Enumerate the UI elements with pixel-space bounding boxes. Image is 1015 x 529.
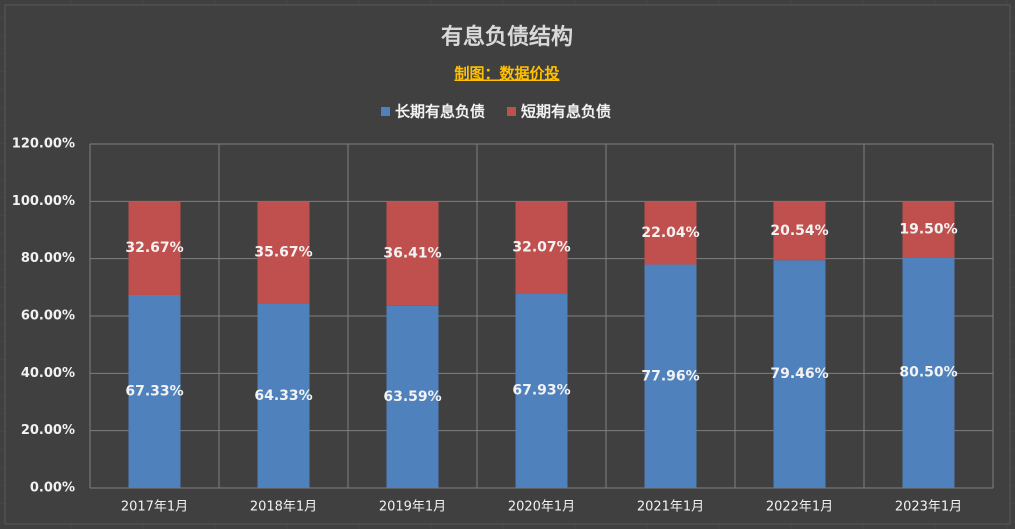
y-tick-label: 40.00%: [21, 366, 75, 381]
chart-subtitle: 制图：数据价投: [454, 65, 559, 83]
x-tick-label: 2023年1月: [895, 500, 962, 515]
bar-segment: [902, 257, 955, 488]
bar-segment: [257, 303, 310, 488]
legend-label: 长期有息负债: [395, 103, 485, 121]
data-label: 35.67%: [254, 244, 312, 260]
data-label: 80.50%: [899, 365, 957, 381]
x-tick-label: 2021年1月: [637, 500, 704, 515]
bar-segment: [128, 201, 181, 295]
data-label: 77.96%: [641, 368, 699, 384]
x-tick-label: 2018年1月: [250, 500, 317, 515]
data-label: 64.33%: [254, 388, 312, 404]
x-tick-label: 2022年1月: [766, 500, 833, 515]
data-label: 67.33%: [125, 383, 183, 399]
bar-segment: [257, 201, 310, 304]
x-tick-label: 2017年1月: [121, 500, 188, 515]
bar-segment: [902, 201, 955, 258]
data-label: 22.04%: [641, 225, 699, 241]
data-label: 32.67%: [125, 240, 183, 256]
data-label: 79.46%: [770, 366, 828, 382]
x-tick-label: 2019年1月: [379, 500, 446, 515]
legend-label: 短期有息负债: [521, 103, 611, 121]
data-label: 20.54%: [770, 223, 828, 239]
y-tick-label: 80.00%: [21, 251, 75, 266]
data-label: 63.59%: [383, 389, 441, 405]
bar-segment: [515, 201, 568, 294]
y-tick-label: 20.00%: [21, 423, 75, 438]
bar-segment: [128, 294, 181, 488]
legend-swatch: [381, 107, 390, 116]
data-label: 19.50%: [899, 221, 957, 237]
y-tick-label: 0.00%: [30, 481, 75, 496]
y-tick-label: 100.00%: [12, 194, 75, 209]
data-label: 36.41%: [383, 246, 441, 262]
y-tick-label: 60.00%: [21, 309, 75, 324]
x-tick-label: 2020年1月: [508, 500, 575, 515]
bar-segment: [515, 293, 568, 488]
data-label: 67.93%: [512, 383, 570, 399]
bar-segment: [644, 264, 697, 488]
bar-segment: [644, 201, 697, 265]
legend-swatch: [507, 107, 516, 116]
bar-segment: [773, 260, 826, 488]
bar-segment: [386, 305, 439, 488]
y-tick-label: 120.00%: [12, 137, 75, 152]
bar-segment: [773, 201, 826, 261]
chart-title: 有息负债结构: [441, 24, 573, 50]
data-label: 32.07%: [512, 239, 570, 255]
bar-segment: [386, 201, 439, 306]
